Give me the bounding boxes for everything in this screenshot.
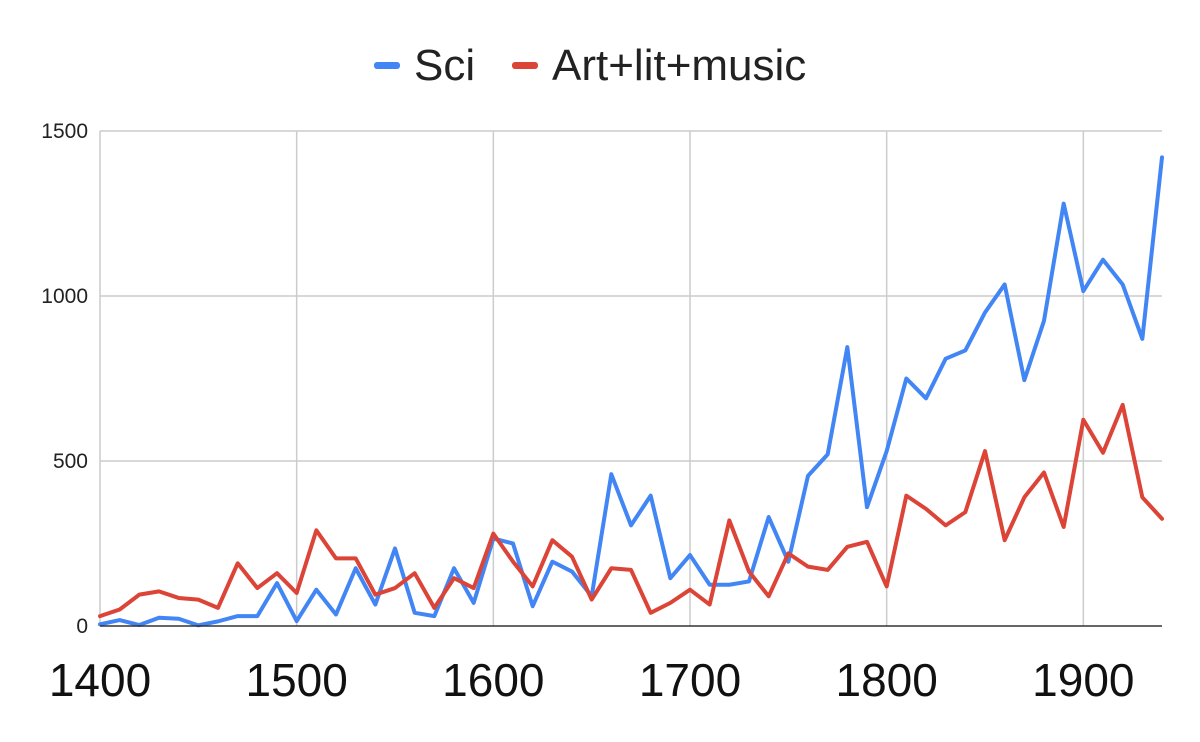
series-lines (98, 155, 1164, 628)
x-tick-label-1700: 1700 (639, 654, 741, 706)
x-tick-label-1500: 1500 (245, 654, 347, 706)
legend: Sci Art+lit+music (374, 41, 806, 90)
x-tick-label-1600: 1600 (442, 654, 544, 706)
x-tick-label-1800: 1800 (835, 654, 937, 706)
y-tick-label-1500: 1500 (41, 120, 88, 143)
legend-label-art-lit-music: Art+lit+music (552, 41, 806, 90)
series-line-sci (98, 155, 1164, 628)
legend-label-sci: Sci (414, 41, 475, 90)
legend-swatch-sci (374, 62, 400, 69)
legend-item-art-lit-music[interactable]: Art+lit+music (512, 41, 806, 90)
x-axis-tick-labels: 1400 1500 1600 1700 1800 1900 (49, 654, 1135, 706)
x-tick-label-1900: 1900 (1032, 654, 1134, 706)
gridlines (99, 130, 1162, 626)
y-axis-tick-labels: 0 500 1000 1500 (41, 120, 88, 638)
y-tick-label-500: 500 (53, 450, 88, 473)
y-tick-label-1000: 1000 (41, 285, 88, 308)
y-tick-label-0: 0 (76, 615, 88, 638)
series-line-art-lit-music (98, 402, 1164, 619)
legend-swatch-art-lit-music (512, 62, 538, 69)
x-tick-label-1400: 1400 (49, 654, 151, 706)
legend-item-sci[interactable]: Sci (374, 41, 475, 90)
